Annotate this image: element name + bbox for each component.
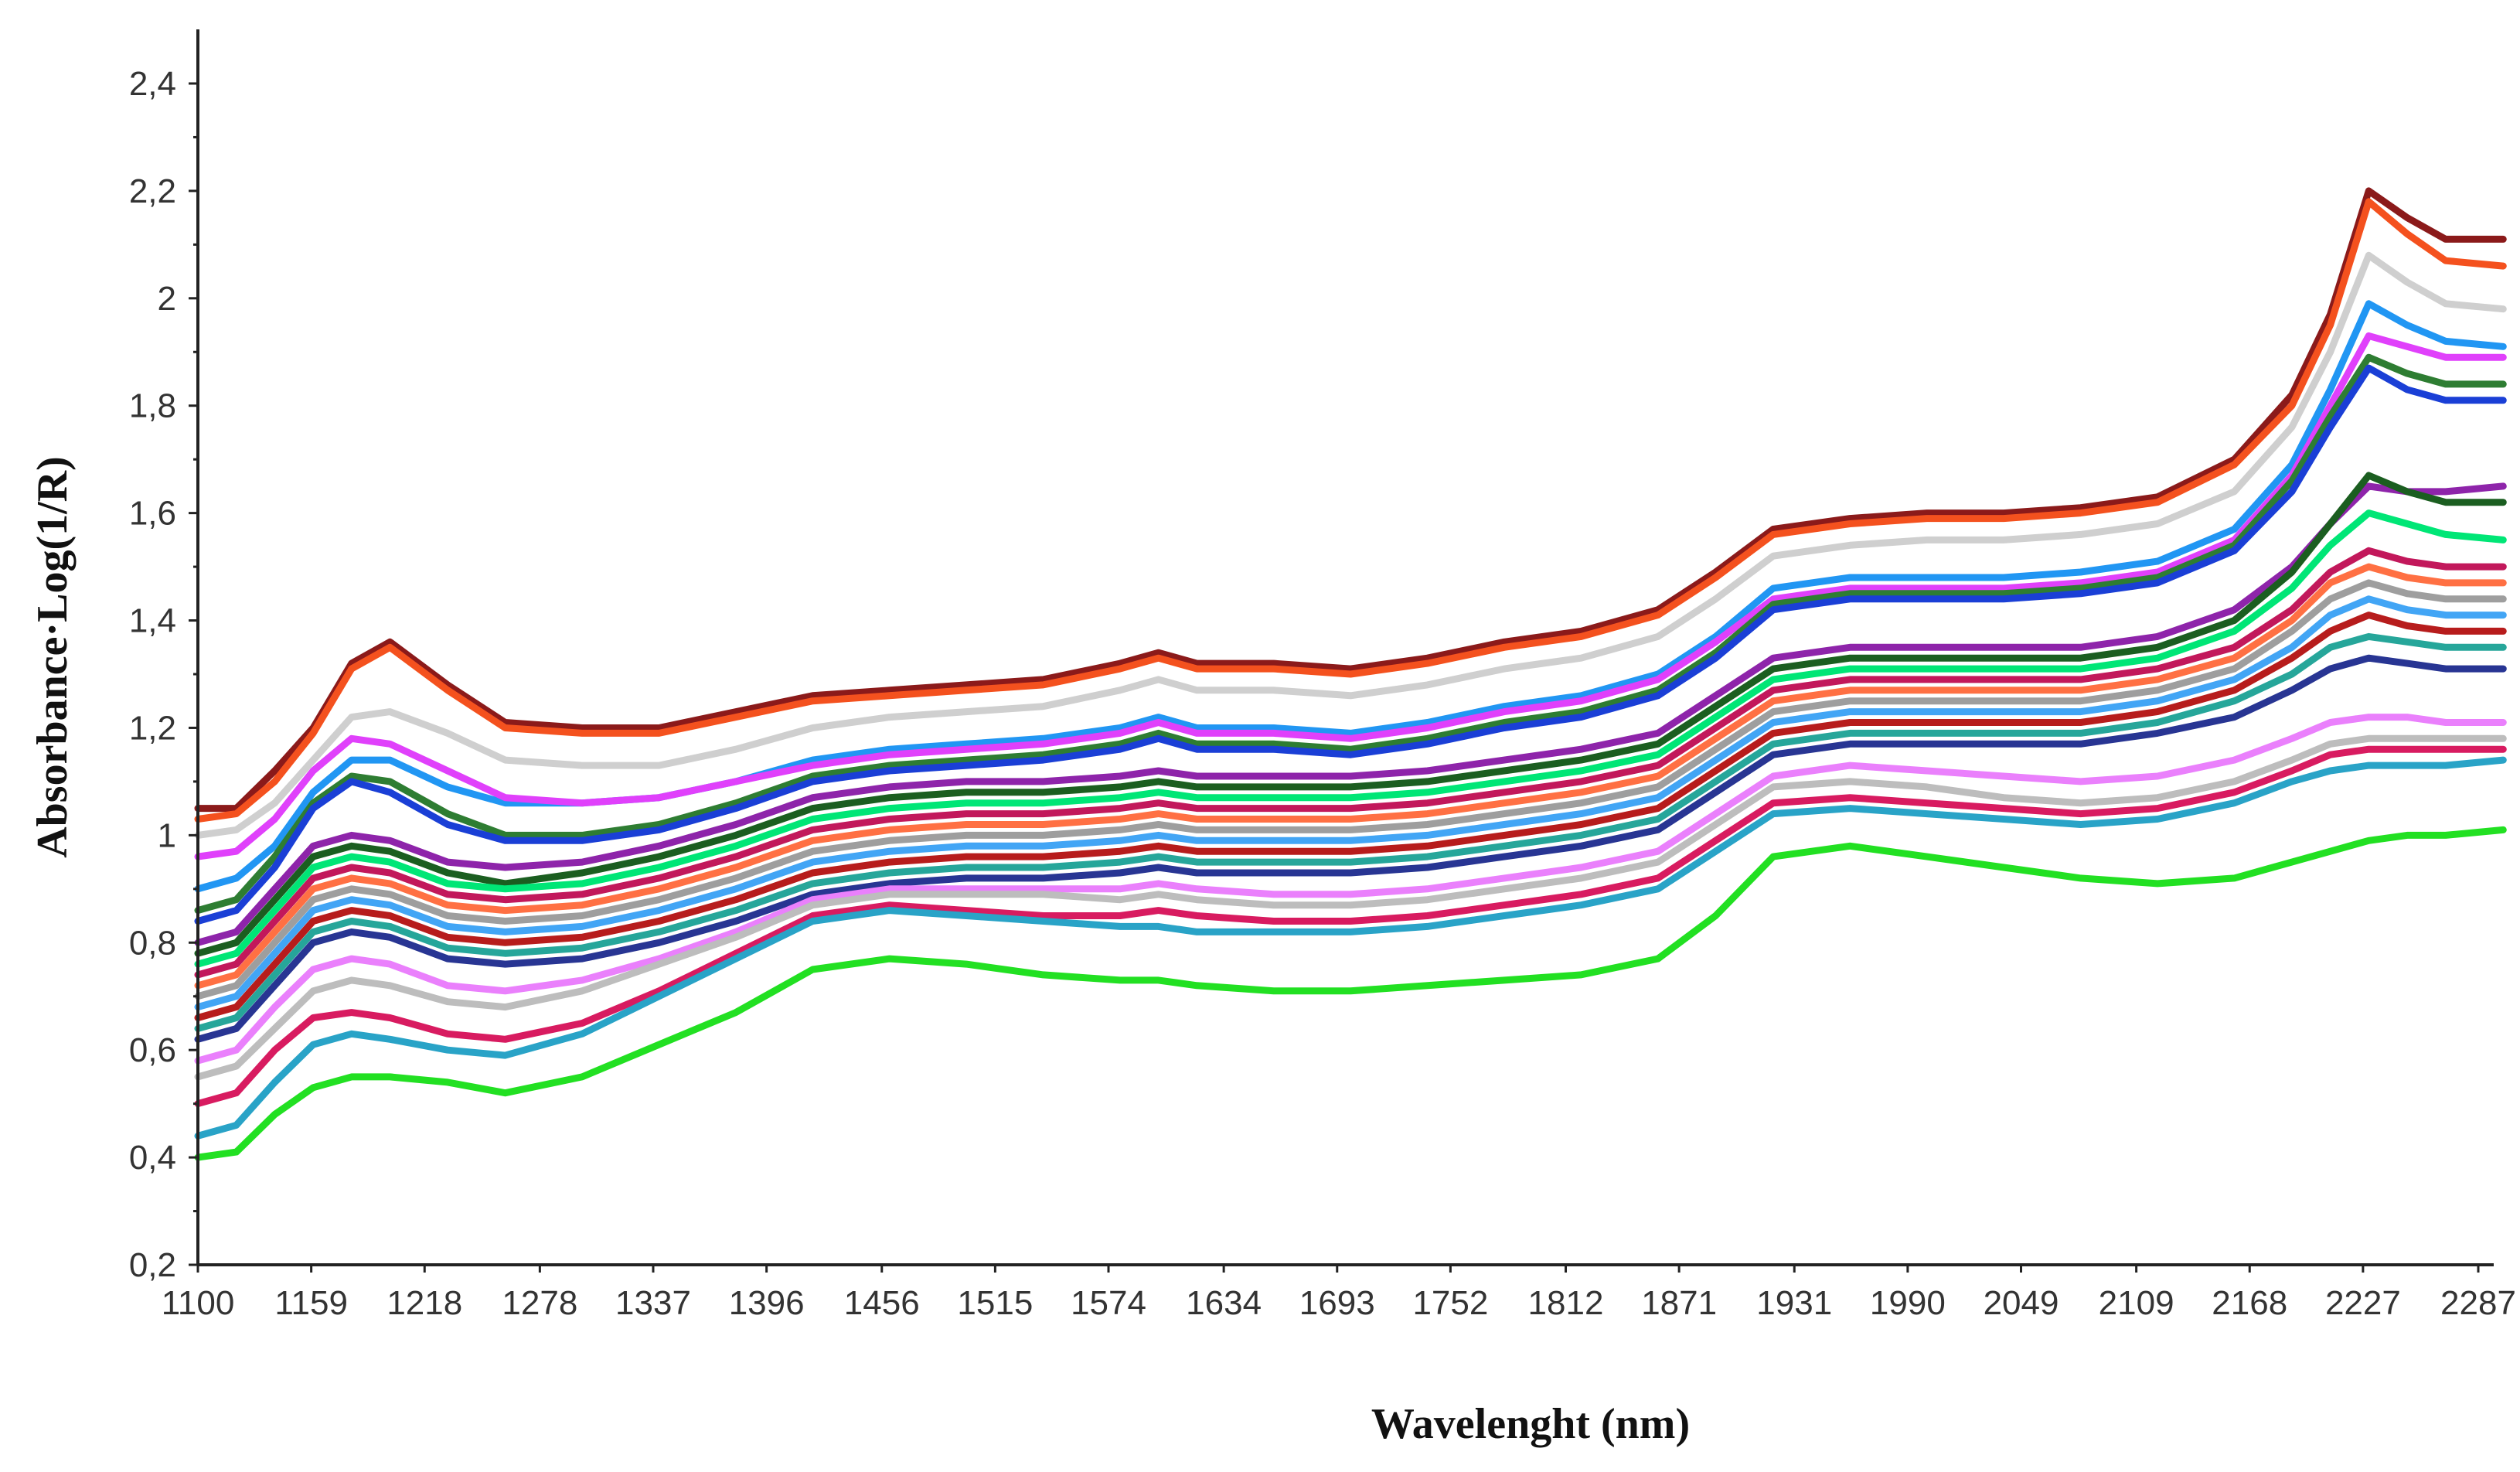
spectrum-line-1 [194,187,2507,813]
spectrum-line-4 [194,300,2507,893]
x-tick-label: 1931 [1756,1284,1832,1322]
x-tick-label: 1218 [387,1284,462,1322]
spectrum-line-20 [194,745,2507,1108]
x-tick-label: 2168 [2212,1284,2287,1322]
spectrum-line-15 [194,612,2507,1021]
spectrum-line-6 [194,353,2507,915]
x-tick-label: 2227 [2325,1284,2401,1322]
spectrum-line-17 [194,654,2507,1043]
x-tick-label: 1396 [729,1284,805,1322]
spectrum-line-13 [194,579,2507,1000]
x-axis-ticks: 1100 1159 1218 1278 1337 1396 1456 1515 1574 1634… [162,1265,2516,1322]
x-tick-label: 1812 [1528,1284,1604,1322]
y-tick-label: 2,2 [129,172,176,210]
spectrum-line-2 [194,198,2507,823]
y-axis-title: Absorbance·Log(1/R) [29,456,77,858]
spectrum-line-5 [194,332,2507,860]
spectrum-line-3 [194,251,2507,839]
spectrum-line-18 [194,714,2507,1065]
x-tick-label: 1752 [1412,1284,1488,1322]
x-tick-label: 1100 [162,1284,235,1322]
spectrum-line-10 [194,509,2507,968]
x-tick-label: 1278 [502,1284,577,1322]
x-tick-label: 1634 [1186,1284,1262,1322]
y-tick-label: 0,2 [129,1246,176,1284]
spectrum-line-22 [194,826,2507,1161]
x-tick-label: 1159 [274,1284,348,1322]
spectrum-line-8 [194,482,2507,946]
x-tick-label: 1456 [844,1284,920,1322]
spectrum-line-7 [194,364,2507,925]
x-tick-label: 2109 [2099,1284,2174,1322]
y-tick-label: 0,4 [129,1139,176,1177]
spectrum-line-16 [194,632,2507,1032]
x-axis-title: Wavelenght (nm) [1371,1400,1690,1448]
spectrum-line-9 [194,472,2507,957]
spectrum-line-11 [194,547,2507,979]
x-tick-label: 1871 [1641,1284,1717,1322]
spectrum-line-21 [194,756,2507,1140]
series-layer [194,187,2507,1161]
x-tick-label: 2287 [2440,1284,2516,1322]
x-tick-label: 1515 [957,1284,1033,1322]
y-tick-label: 1,2 [129,709,176,747]
x-tick-label: 1990 [1870,1284,1946,1322]
y-tick-label: 0,6 [129,1031,176,1069]
x-tick-label: 2049 [1984,1284,2059,1322]
y-tick-label: 0,8 [129,924,176,962]
spectrum-line-14 [194,595,2507,1011]
spectrum-line-12 [194,563,2507,990]
x-tick-label: 1693 [1299,1284,1375,1322]
y-tick-label: 1 [158,816,176,854]
y-tick-label: 1,8 [129,387,176,425]
x-tick-label: 1574 [1071,1284,1146,1322]
y-tick-label: 2,4 [129,65,176,103]
y-tick-label: 1,6 [129,495,176,533]
x-tick-label: 1337 [615,1284,691,1322]
y-tick-label: 2 [158,280,176,318]
y-tick-label: 1,4 [129,602,176,640]
spectrum-line-19 [194,734,2507,1081]
y-axis-ticks: 0,2 0,4 0,6 0,8 1 1,2 1,4 1,6 1,8 2 2,2 2,4 [129,65,198,1284]
